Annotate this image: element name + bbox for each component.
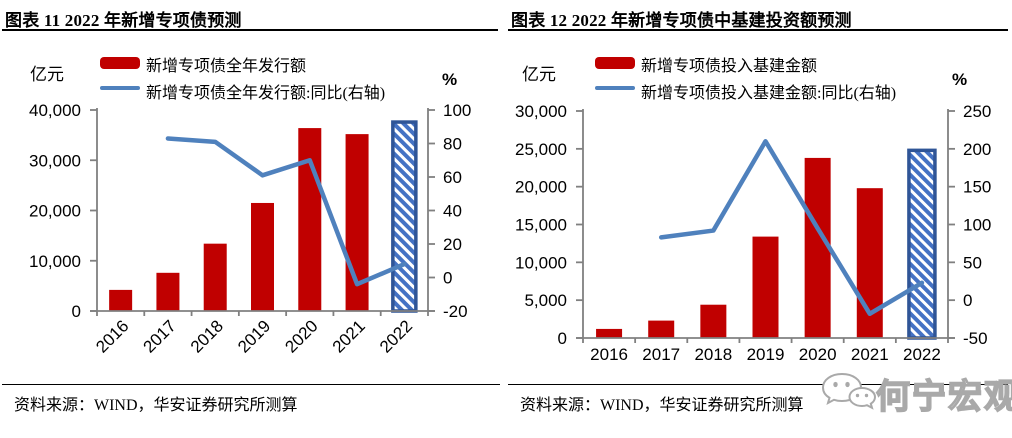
chart2-legend-line-label: 新增专项债投入基建金额:同比(右轴) <box>641 85 897 102</box>
chart2-source: 资料来源：WIND，华安证券研究所测算 <box>520 397 804 414</box>
svg-text:0: 0 <box>72 302 81 321</box>
svg-text:20,000: 20,000 <box>29 202 81 221</box>
svg-text:2017: 2017 <box>642 345 680 364</box>
svg-text:2016: 2016 <box>590 345 628 364</box>
chart2-title: 图表 12 2022 年新增专项债中基建投资额预测 <box>511 11 852 30</box>
forecast-bar <box>391 120 418 313</box>
svg-text:2019: 2019 <box>234 316 274 356</box>
svg-text:250: 250 <box>963 102 991 121</box>
line-series <box>658 139 925 317</box>
chart1-legend-line-label: 新增专项债全年发行额:同比(右轴) <box>146 85 386 102</box>
svg-text:2020: 2020 <box>281 316 321 356</box>
svg-text:15,000: 15,000 <box>515 216 567 235</box>
chart1-title: 图表 11 2022 年新增专项债预测 <box>5 11 242 30</box>
svg-text:2017: 2017 <box>140 316 180 356</box>
chart1-legend-line-swatch-icon <box>100 86 140 90</box>
bar-series <box>596 148 937 340</box>
bar <box>298 128 322 311</box>
svg-text:2016: 2016 <box>92 316 132 356</box>
chart-1: 40,000 30,000 20,000 10,000 0 100 80 60 40 20 0 -20… <box>29 101 471 357</box>
chart1-title-rule <box>2 29 498 31</box>
chart2-legend-line-swatch-icon <box>595 86 635 90</box>
svg-text:2018: 2018 <box>187 316 227 356</box>
chart1-source: 资料来源：WIND，华安证券研究所测算 <box>14 397 298 414</box>
svg-text:10,000: 10,000 <box>29 252 81 271</box>
chart2-legend-bar-swatch-icon <box>595 57 635 69</box>
svg-text:2021: 2021 <box>329 316 369 356</box>
chart2-title-rule <box>508 29 1008 31</box>
svg-text:2020: 2020 <box>799 345 837 364</box>
wechat-icon <box>820 371 878 411</box>
svg-text:40: 40 <box>443 202 462 221</box>
svg-text:2018: 2018 <box>694 345 732 364</box>
bar <box>804 157 831 338</box>
svg-text:60: 60 <box>443 168 462 187</box>
chart2-right-axis-unit: % <box>952 70 968 89</box>
chart1-source-rule <box>2 384 500 385</box>
svg-text:5,000: 5,000 <box>524 291 567 310</box>
chart1-right-axis-unit: % <box>442 70 458 89</box>
svg-text:0: 0 <box>558 329 567 348</box>
bar <box>648 320 675 338</box>
svg-text:150: 150 <box>963 178 991 197</box>
bar <box>596 328 623 338</box>
bar <box>203 243 227 311</box>
chart1-legend-bar-swatch-icon <box>100 57 140 69</box>
watermark-text: 何宁宏观 <box>875 378 1012 417</box>
svg-text:100: 100 <box>963 216 991 235</box>
svg-text:2021: 2021 <box>851 345 889 364</box>
chart-2: 30,000 25,000 20,000 15,000 10,000 5,000 0 250 2… <box>515 102 991 364</box>
svg-text:2019: 2019 <box>747 345 785 364</box>
forecast-bar <box>907 148 937 340</box>
svg-text:20,000: 20,000 <box>515 178 567 197</box>
tick-labels: 30,000 25,000 20,000 15,000 10,000 5,000 0 250 2… <box>515 102 991 364</box>
svg-text:25,000: 25,000 <box>515 140 567 159</box>
bar <box>752 236 779 338</box>
bar <box>700 304 727 338</box>
chart1-left-axis-unit: 亿元 <box>30 65 64 84</box>
chart1-legend-bar-label: 新增专项债全年发行额 <box>146 58 307 75</box>
svg-text:0: 0 <box>443 269 452 288</box>
svg-text:2022: 2022 <box>903 345 941 364</box>
svg-text:2022: 2022 <box>376 316 416 356</box>
svg-text:10,000: 10,000 <box>515 253 567 272</box>
axes <box>90 108 435 316</box>
chart2-legend-bar-label: 新增专项债投入基建金额 <box>641 58 818 75</box>
svg-text:200: 200 <box>963 140 991 159</box>
svg-text:40,000: 40,000 <box>29 101 81 120</box>
svg-text:50: 50 <box>963 253 982 272</box>
bar <box>251 202 274 311</box>
svg-text:-20: -20 <box>443 302 468 321</box>
svg-text:20: 20 <box>443 235 462 254</box>
bar <box>109 289 133 311</box>
chart2-left-axis-unit: 亿元 <box>522 65 556 84</box>
svg-text:0: 0 <box>963 291 972 310</box>
svg-text:30,000: 30,000 <box>29 151 81 170</box>
axes <box>576 109 955 343</box>
svg-text:-50: -50 <box>963 329 988 348</box>
bar <box>156 272 180 311</box>
line-series <box>165 136 407 287</box>
svg-text:30,000: 30,000 <box>515 102 567 121</box>
svg-text:100: 100 <box>443 101 471 120</box>
chart2-source-rule <box>508 384 1008 385</box>
bar-series <box>109 120 418 313</box>
svg-text:80: 80 <box>443 135 462 154</box>
